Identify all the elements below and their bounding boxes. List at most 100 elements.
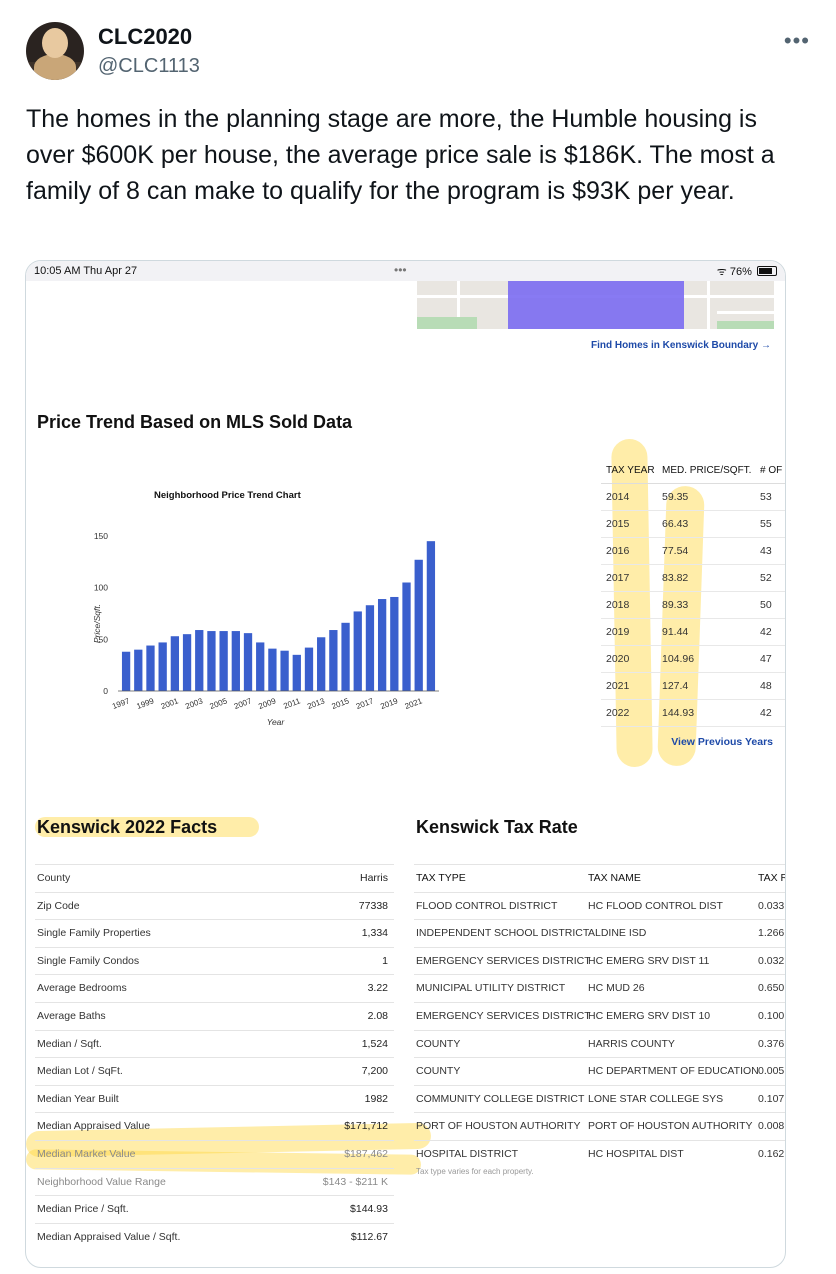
facts-label: Neighborhood Value Range [37,1175,166,1188]
x-tick-label: 2019 [379,696,399,711]
table-row: 2019 91.44 42 [601,619,785,646]
tweet-media-image[interactable]: 10:05 AM Thu Apr 27 ••• ᯤ 76% Find Homes… [25,260,786,1268]
table-cell: 47 [760,653,772,665]
boundary-overlay [508,281,684,329]
tax-row: FLOOD CONTROL DISTRICT HC FLOOD CONTROL D… [414,891,785,920]
facts-row: County Harris [35,864,394,892]
table-cell: 50 [760,599,772,611]
table-cell: 2017 [606,572,630,584]
price-trend-chart: Neighborhood Price Trend Chart 0 50 100 150 P… [62,481,442,751]
table-cell: 43 [760,545,772,557]
facts-value: 77338 [358,899,388,912]
chart-bar [207,631,216,691]
map-thumbnail[interactable] [417,281,774,329]
table-cell: 42 [760,626,772,638]
view-previous-years-link[interactable]: View Previous Years [671,736,773,748]
find-homes-link[interactable]: Find Homes in Kenswick Boundary → [590,340,771,351]
mls-price-table: TAX YEAR MED. PRICE/SQFT. # OF 2014 59.35… [601,459,785,727]
facts-row: Average Bedrooms 3.22 [35,974,394,1002]
tax-cell: 0.032 [758,954,785,967]
chart-bar [121,651,131,691]
tax-cell: HC EMERG SRV DIST 10 [588,1009,711,1022]
chart-bar [146,645,155,691]
tax-cell: HC HOSPITAL DIST [588,1147,684,1160]
x-tick-label: 2003 [184,696,204,711]
facts-title: Kenswick 2022 Facts [37,817,218,837]
battery-percent: 76% [729,266,752,278]
y-tick-label: 50 [99,634,109,644]
facts-row: Median Market Value $187,462 [35,1139,394,1168]
tax-row: EMERGENCY SERVICES DISTRICT HC EMERG SRV … [414,1001,785,1030]
table-cell: 2021 [606,680,630,692]
y-tick-label: 150 [94,531,108,541]
table-row: 2018 89.33 50 [601,592,785,619]
table-cell: 2015 [606,518,630,530]
tax-row: COUNTY HC DEPARTMENT OF EDUCATION 0.005 [414,1057,785,1085]
header-tax-year: TAX YEAR [606,465,655,476]
chart-bar [256,642,265,691]
avatar[interactable] [26,22,84,80]
facts-row: Median Price / Sqft. $144.93 [35,1195,394,1223]
chart-bar [219,631,228,691]
facts-value: $112.67 [350,1230,388,1243]
table-row: 2017 83.82 52 [601,565,785,592]
wifi-icon: ᯤ [716,266,727,278]
y-tick-label: 0 [103,686,108,696]
tax-cell: 1.266 [758,927,785,940]
facts-row: Single Family Properties 1,334 [35,919,394,947]
chart-bar [231,631,240,691]
table-cell: 2022 [606,707,630,719]
tax-row: COMMUNITY COLLEGE DISTRICT LONE STAR COLL… [414,1084,785,1113]
chart-bar [243,633,253,691]
x-tick-label: 2001 [160,696,180,711]
tax-cell: 0.650 [758,982,785,995]
tax-cell: HC DEPARTMENT OF EDUCATION [588,1065,759,1078]
chart-bar [365,605,375,691]
status-time: 10:05 AM Thu Apr 27 [34,265,138,277]
multitask-dots-icon: ••• [394,263,407,277]
facts-label: Average Bedrooms [37,982,127,995]
tax-cell: MUNICIPAL UTILITY DISTRICT [416,982,566,995]
facts-label: Median Price / Sqft. [37,1203,129,1216]
facts-value: $143 - $211 K [322,1175,388,1188]
facts-label: Single Family Condos [37,954,140,967]
chart-bar [195,630,204,691]
tax-cell: 0.162 [758,1147,785,1160]
header-tax-rate: TAX R [758,872,785,884]
y-tick-label: 100 [94,583,108,593]
tax-cell: PORT OF HOUSTON AUTHORITY [416,1120,581,1133]
header-count: # OF [760,465,783,476]
battery-icon [757,266,777,276]
facts-value: 1,334 [361,927,388,940]
chart-bar [329,630,338,691]
table-cell: 53 [760,491,772,503]
facts-row: Zip Code 77338 [35,891,394,920]
price-trend-svg: Neighborhood Price Trend Chart 0 50 100 150 P… [92,490,439,727]
facts-row: Median Appraised Value $171,712 [35,1112,394,1140]
tax-rate-table: TAX TYPE TAX NAME TAX R FLOOD CONTROL DI… [414,864,785,1168]
tax-row: INDEPENDENT SCHOOL DISTRICT ALDINE ISD 1.2… [414,919,785,947]
table-cell: 52 [760,572,772,584]
tax-cell: 0.005 [758,1065,785,1078]
chart-bar [134,649,143,691]
header-tax-type: TAX TYPE [416,872,466,884]
table-cell: 77.54 [662,545,689,557]
facts-label: Median Appraised Value / Sqft. [37,1230,181,1243]
tax-cell: EMERGENCY SERVICES DISTRICT [416,1009,591,1022]
facts-row: Median Appraised Value / Sqft. $112.67 [35,1222,394,1251]
tax-cell: INDEPENDENT SCHOOL DISTRICT [416,927,590,940]
status-bar: 10:05 AM Thu Apr 27 ••• ᯤ 76% [26,261,785,281]
chart-bar [280,650,289,691]
tax-cell: COUNTY [416,1065,461,1078]
tax-note: Tax type varies for each property. [416,1167,534,1176]
tax-row: PORT OF HOUSTON AUTHORITY PORT OF HOUSTON… [414,1112,785,1140]
facts-row: Single Family Condos 1 [35,946,394,975]
facts-value: 3.22 [367,982,388,995]
chart-bar [402,582,411,691]
table-row: 2016 77.54 43 [601,538,785,565]
user-handle[interactable]: @CLC1113 [98,55,200,77]
display-name[interactable]: CLC2020 [98,24,193,49]
facts-row: Median Year Built 1982 [35,1084,394,1113]
more-options-icon[interactable]: ••• [783,28,810,53]
chart-bar [426,541,436,691]
